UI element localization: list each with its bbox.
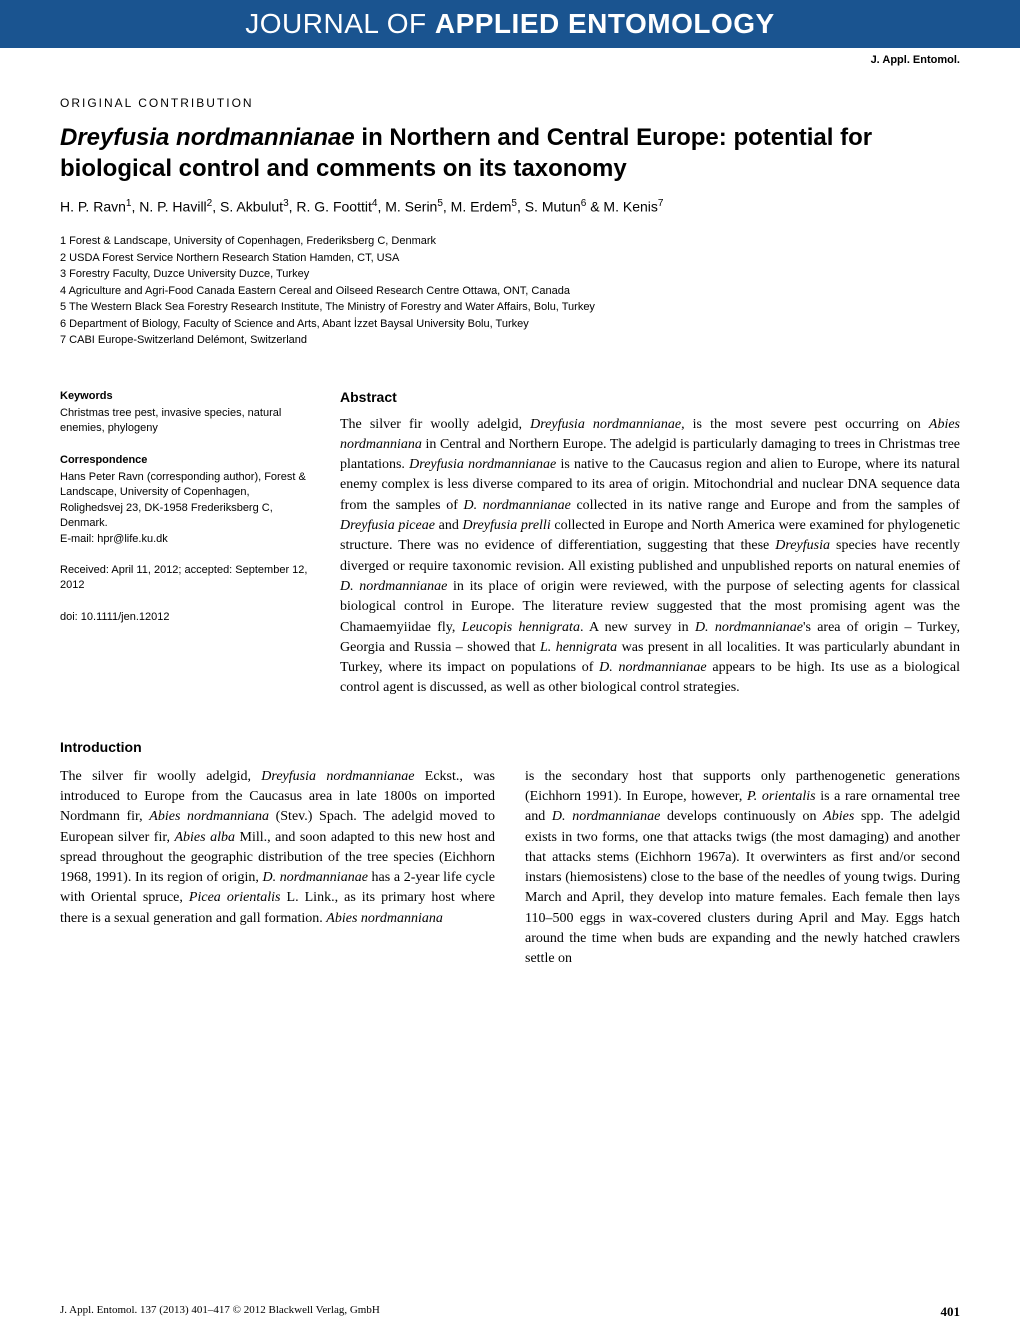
affiliation: 6 Department of Biology, Faculty of Scie… (60, 316, 960, 333)
journal-short-name: J. Appl. Entomol. (0, 48, 1020, 66)
correspondence-email: E-mail: hpr@life.ku.dk (60, 532, 310, 547)
banner-prefix: JOURNAL OF (245, 8, 435, 39)
introduction-col2: is the secondary host that supports only… (525, 767, 960, 970)
page-footer: J. Appl. Entomol. 137 (2013) 401–417 © 2… (60, 1304, 960, 1320)
doi-block: doi: 10.1111/jen.12012 (60, 610, 310, 625)
authors-line: H. P. Ravn1, N. P. Havill2, S. Akbulut3,… (60, 198, 960, 215)
keywords-heading: Keywords (60, 389, 310, 404)
introduction-section: Introduction The silver fir woolly adelg… (60, 739, 960, 970)
affiliation: 3 Forestry Faculty, Duzce University Duz… (60, 266, 960, 283)
introduction-columns: The silver fir woolly adelgid, Dreyfusia… (60, 767, 960, 970)
affiliation: 5 The Western Black Sea Forestry Researc… (60, 299, 960, 316)
banner-bold: APPLIED ENTOMOLOGY (435, 8, 775, 39)
keywords-text: Christmas tree pest, invasive species, n… (60, 406, 310, 437)
abstract-text: The silver fir woolly adelgid, Dreyfusia… (340, 415, 960, 699)
received-text: Received: April 11, 2012; accepted: Sept… (60, 563, 310, 594)
affiliation: 2 USDA Forest Service Northern Research … (60, 250, 960, 267)
introduction-heading: Introduction (60, 739, 960, 755)
affiliation: 4 Agriculture and Agri-Food Canada Easte… (60, 283, 960, 300)
abstract-row: Keywords Christmas tree pest, invasive s… (60, 389, 960, 699)
footer-citation: J. Appl. Entomol. 137 (2013) 401–417 © 2… (60, 1304, 380, 1320)
title-italic: Dreyfusia nordmannianae (60, 124, 355, 151)
page-number: 401 (941, 1304, 961, 1320)
article-title: Dreyfusia nordmannianae in Northern and … (60, 122, 960, 184)
abstract-column: Abstract The silver fir woolly adelgid, … (340, 389, 960, 699)
correspondence-heading: Correspondence (60, 453, 310, 468)
introduction-col1: The silver fir woolly adelgid, Dreyfusia… (60, 767, 495, 970)
journal-banner: JOURNAL OF APPLIED ENTOMOLOGY (0, 0, 1020, 48)
abstract-heading: Abstract (340, 389, 960, 405)
doi-text: doi: 10.1111/jen.12012 (60, 610, 310, 625)
affiliation: 1 Forest & Landscape, University of Cope… (60, 233, 960, 250)
affiliations-list: 1 Forest & Landscape, University of Cope… (60, 233, 960, 349)
received-block: Received: April 11, 2012; accepted: Sept… (60, 563, 310, 594)
correspondence-block: Correspondence Hans Peter Ravn (correspo… (60, 453, 310, 547)
keywords-block: Keywords Christmas tree pest, invasive s… (60, 389, 310, 437)
affiliation: 7 CABI Europe-Switzerland Delémont, Swit… (60, 332, 960, 349)
correspondence-text: Hans Peter Ravn (corresponding author), … (60, 470, 310, 532)
content-area: ORIGINAL CONTRIBUTION Dreyfusia nordmann… (0, 66, 1020, 970)
contribution-type: ORIGINAL CONTRIBUTION (60, 96, 960, 110)
sidebar-metadata: Keywords Christmas tree pest, invasive s… (60, 389, 310, 699)
